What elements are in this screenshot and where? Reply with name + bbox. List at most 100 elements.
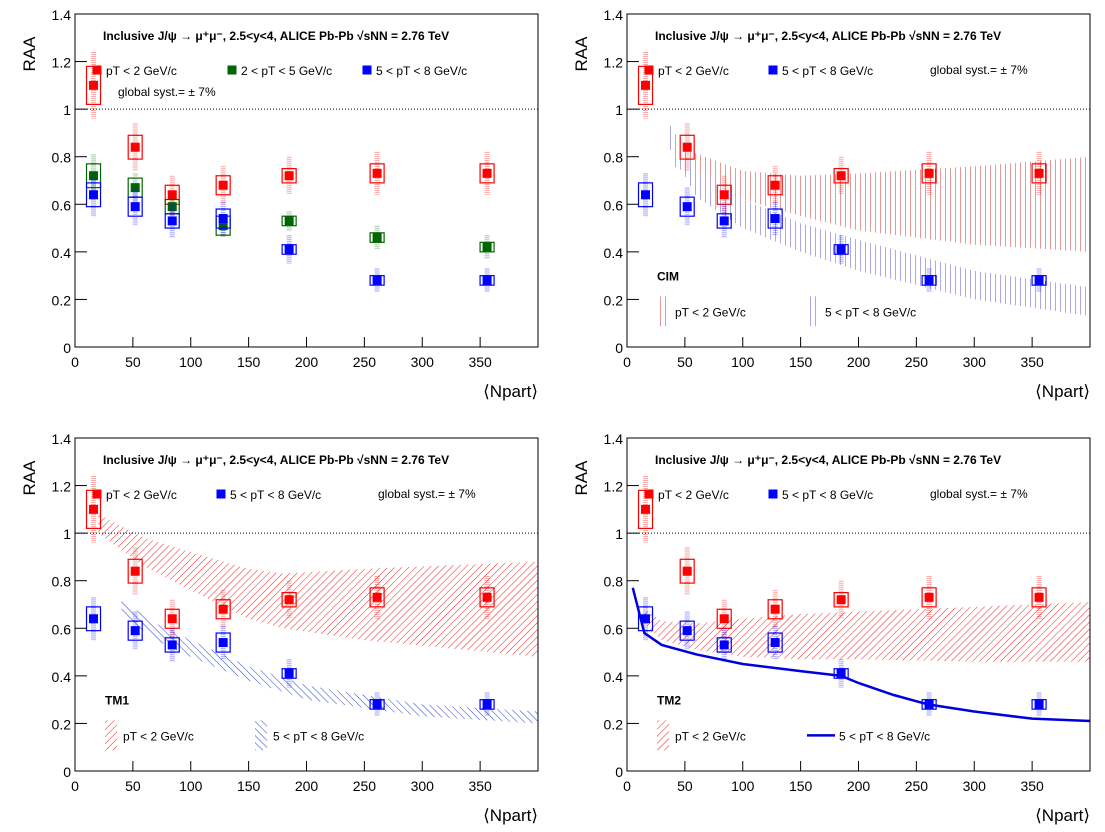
syst-box [127, 620, 143, 641]
model-label: TM1 [105, 693, 129, 707]
syst-box [767, 632, 783, 653]
y-tick-label: 0.4 [52, 669, 72, 685]
syst-box [85, 606, 102, 632]
legend-label: pT < 2 GeV/c [658, 488, 729, 502]
x-tick-label: 100 [731, 778, 755, 794]
legend-swatch [657, 720, 669, 751]
y-axis-label: RAA [20, 460, 39, 496]
data-point [1034, 168, 1044, 178]
x-tick-label: 300 [411, 778, 435, 794]
legend-marker [768, 65, 778, 75]
x-tick-label: 50 [677, 354, 693, 370]
syst-box [833, 168, 849, 184]
y-tick-label: 0.6 [52, 621, 72, 637]
data-point [1034, 699, 1044, 709]
x-tick-label: 350 [468, 354, 492, 370]
data-point [167, 202, 177, 212]
model-band [121, 599, 539, 724]
x-tick-label: 0 [71, 778, 79, 794]
syst-box [369, 275, 385, 286]
model-label: CIM [657, 269, 679, 283]
data-point [482, 592, 492, 602]
y-tick-label: 0.6 [604, 197, 624, 213]
data-point [372, 168, 382, 178]
data-point [682, 566, 692, 576]
y-tick-label: 0.4 [52, 245, 72, 261]
x-tick-label: 300 [963, 354, 987, 370]
y-tick-label: 0 [615, 340, 623, 356]
data-point [167, 190, 177, 200]
y-tick-label: 0.2 [52, 716, 72, 732]
syst-box [281, 668, 297, 679]
x-tick-label: 0 [71, 354, 79, 370]
syst-box [1031, 275, 1047, 286]
syst-box [479, 275, 495, 286]
legend-label: 5 < pT < 8 GeV/c [376, 64, 467, 78]
syst-box [127, 558, 143, 584]
y-tick-label: 0 [63, 340, 71, 356]
data-point [130, 142, 140, 152]
x-tick-label: 150 [237, 354, 261, 370]
syst-box [921, 699, 937, 710]
syst-box [164, 637, 180, 653]
y-tick-label: 0.4 [604, 245, 624, 261]
y-tick-label: 0.8 [52, 574, 72, 590]
data-point [924, 592, 934, 602]
legend-swatch [105, 720, 117, 751]
y-tick-label: 1.4 [52, 431, 72, 447]
syst-box [716, 213, 732, 229]
data-point [218, 604, 228, 614]
syst-box [215, 208, 231, 229]
x-tick-label: 300 [963, 778, 987, 794]
syst-box [281, 592, 297, 608]
syst-box [679, 196, 695, 217]
data-point [770, 180, 780, 190]
legend-label: 5 < pT < 8 GeV/c [839, 729, 930, 743]
legend-label: 2 < pT < 5 GeV/c [241, 64, 332, 78]
data-point [641, 614, 651, 624]
x-tick-label: 200 [847, 354, 871, 370]
syst-box [679, 620, 695, 641]
y-axis-label: RAA [20, 36, 39, 72]
legend-label: pT < 2 GeV/c [675, 729, 746, 743]
data-point [372, 275, 382, 285]
syst-box [369, 699, 385, 710]
legend-swatch [657, 296, 669, 327]
data-point [924, 168, 934, 178]
data-point [1034, 275, 1044, 285]
legend-swatch [255, 720, 267, 751]
x-tick-label: 150 [789, 354, 813, 370]
legend-marker [227, 65, 237, 75]
x-tick-label: 100 [179, 778, 203, 794]
data-point [482, 699, 492, 709]
data-point [89, 614, 99, 624]
data-point [284, 595, 294, 605]
syst-box [767, 599, 783, 620]
legend-marker [92, 65, 102, 75]
x-tick-label: 250 [905, 778, 929, 794]
y-tick-label: 1.4 [604, 7, 624, 23]
data-point [641, 190, 651, 200]
y-tick-label: 0.6 [52, 197, 72, 213]
data-point [218, 180, 228, 190]
data-point [682, 142, 692, 152]
syst-box [479, 587, 495, 608]
legend-label: pT < 2 GeV/c [675, 305, 746, 319]
data-point [372, 699, 382, 709]
data-point [719, 216, 729, 226]
syst-box [369, 163, 385, 184]
data-point [372, 592, 382, 602]
data-point [167, 614, 177, 624]
model-band [673, 144, 1090, 252]
legend-label: 5 < pT < 8 GeV/c [782, 488, 873, 502]
x-tick-label: 100 [731, 354, 755, 370]
y-tick-label: 1.2 [604, 479, 624, 495]
y-tick-label: 1 [63, 102, 71, 118]
model-band [98, 514, 539, 657]
data-point [130, 202, 140, 212]
data-point [482, 275, 492, 285]
syst-box [164, 213, 180, 229]
chart-title: Inclusive J/ψ → μ⁺μ⁻, 2.5<y<4, ALICE Pb-… [103, 29, 449, 43]
x-tick-label: 50 [677, 778, 693, 794]
data-point [218, 638, 228, 648]
